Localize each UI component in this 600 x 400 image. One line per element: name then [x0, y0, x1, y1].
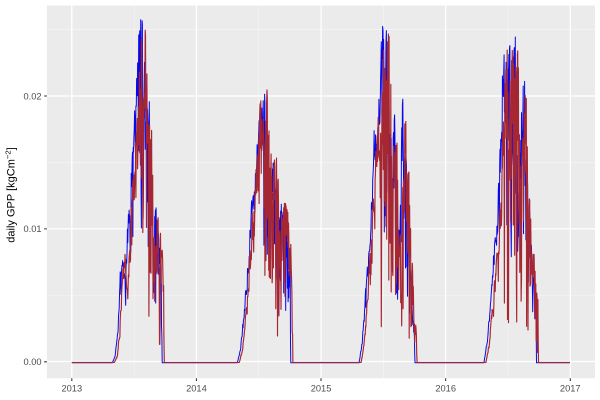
- svg-text:2017: 2017: [560, 384, 581, 394]
- svg-text:0.01: 0.01: [23, 224, 41, 234]
- svg-text:0.02: 0.02: [23, 91, 41, 101]
- svg-text:2015: 2015: [311, 384, 332, 394]
- svg-text:2016: 2016: [435, 384, 456, 394]
- svg-text:2014: 2014: [186, 384, 207, 394]
- svg-text:2013: 2013: [61, 384, 82, 394]
- svg-text:daily GPP [kgCm−2]: daily GPP [kgCm−2]: [4, 147, 18, 242]
- svg-text:0.00: 0.00: [23, 357, 41, 367]
